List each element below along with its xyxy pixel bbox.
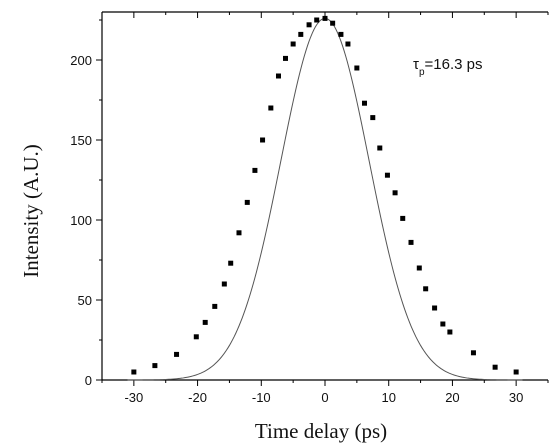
data-points [131, 15, 519, 375]
data-point [221, 281, 227, 287]
data-point [152, 363, 158, 369]
data-point [513, 369, 519, 375]
data-point [228, 260, 234, 266]
data-point [470, 350, 476, 356]
x-axis-title: Time delay (ps) [255, 419, 387, 443]
x-axis: -30 -20 -10 0 10 20 30 [101, 12, 549, 405]
pulse-width-annotation: τp=16.3 ps [413, 56, 482, 78]
data-point [492, 364, 498, 370]
data-point [193, 334, 199, 340]
y-tick-label: 0 [85, 373, 92, 388]
y-axis: 0 50 100 150 200 [70, 19, 102, 388]
y-tick-label: 200 [70, 53, 92, 68]
tau-symbol: τ [413, 56, 419, 73]
data-point [384, 172, 390, 178]
y-tick-label: 100 [70, 213, 92, 228]
x-tick-label: 0 [321, 390, 328, 405]
data-point [268, 105, 274, 111]
tau-subscript: p [419, 67, 425, 78]
data-point [322, 15, 328, 21]
data-point [174, 351, 180, 357]
data-point [282, 55, 288, 61]
data-point [275, 73, 281, 79]
data-point [440, 321, 446, 327]
data-point [298, 31, 304, 37]
data-point [290, 41, 296, 47]
data-point [432, 305, 438, 311]
x-tick-label: 20 [445, 390, 459, 405]
data-point [330, 20, 336, 26]
data-point [408, 239, 414, 245]
data-point [338, 31, 344, 37]
data-point [131, 369, 137, 375]
data-point [416, 265, 422, 271]
data-point [345, 41, 351, 47]
data-point [314, 17, 320, 23]
data-point [377, 145, 383, 151]
data-point [362, 100, 368, 106]
y-axis-title: Intensity (A.U.) [19, 144, 43, 278]
pulse-width-value: =16.3 ps [425, 56, 483, 73]
y-tick-label: 150 [70, 133, 92, 148]
data-point [244, 199, 250, 205]
data-point [392, 190, 398, 196]
data-point [212, 303, 218, 309]
x-tick-label: -20 [188, 390, 207, 405]
data-point [236, 230, 242, 236]
data-point [260, 137, 266, 143]
x-tick-label: -30 [124, 390, 143, 405]
data-point [252, 167, 258, 173]
x-tick-label: 30 [509, 390, 523, 405]
y-tick-label: 50 [78, 293, 92, 308]
data-point [202, 319, 208, 325]
data-point [423, 286, 429, 292]
data-point [400, 215, 406, 221]
x-tick-label: -10 [252, 390, 271, 405]
x-tick-label: 10 [381, 390, 395, 405]
data-point [354, 65, 360, 71]
data-point [306, 22, 312, 28]
data-point [370, 115, 376, 121]
data-point [447, 329, 453, 335]
